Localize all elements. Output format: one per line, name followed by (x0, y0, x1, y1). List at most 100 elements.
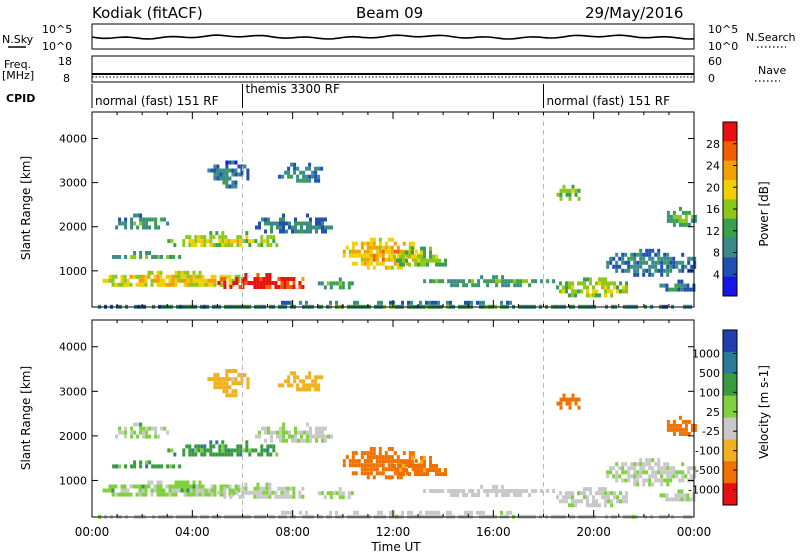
power-cell (381, 245, 385, 250)
velocity-cell (565, 495, 568, 500)
velocity-cell (282, 434, 285, 439)
power-cell (329, 281, 333, 286)
velocity-cell (669, 466, 673, 471)
velocity-cell (279, 430, 282, 435)
power-cell (225, 176, 229, 181)
power-colorbar-tick: 12 (706, 225, 720, 238)
velocity-cell (568, 401, 572, 406)
power-cell (231, 160, 235, 165)
power-cell (574, 293, 577, 298)
velocity-cell (627, 470, 631, 475)
power-cell (595, 281, 598, 286)
velocity-cell (648, 466, 652, 471)
velocity-cell (234, 484, 238, 489)
cpid-mode-label: themis 3300 RF (246, 82, 340, 96)
power-cell (495, 279, 499, 284)
power-cell (580, 281, 583, 286)
power-cell (438, 262, 441, 267)
power-cell (396, 265, 400, 270)
velocity-cell (684, 427, 688, 432)
power-cell (613, 285, 616, 290)
power-cell (444, 262, 447, 267)
power-cell (483, 279, 487, 284)
velocity-cell (306, 430, 309, 435)
power-cell (191, 243, 195, 248)
velocity-cell (234, 393, 238, 398)
power-cell (645, 260, 649, 265)
velocity-cell (429, 464, 432, 468)
power-cell (118, 221, 122, 226)
power-cell (429, 246, 432, 251)
power-cell (435, 279, 439, 284)
velocity-cell (269, 444, 273, 449)
velocity-cell (144, 488, 148, 493)
power-cell (317, 166, 321, 171)
power-cell (282, 221, 285, 226)
power-cell (681, 210, 685, 215)
velocity-cell (571, 499, 574, 504)
velocity-cell (329, 495, 333, 500)
power-cell (234, 180, 238, 185)
velocity-cell (360, 455, 364, 460)
velocity-cell (198, 488, 202, 493)
velocity-cell (183, 484, 187, 489)
power-cell (262, 285, 266, 289)
power-cell (244, 281, 248, 285)
power-cell (314, 174, 318, 179)
velocity-cell (363, 471, 367, 476)
velocity-cell (321, 426, 324, 431)
power-cell (686, 287, 690, 292)
velocity-cell (657, 458, 661, 463)
velocity-cell (577, 499, 580, 504)
power-cell (666, 214, 670, 219)
power-cell (150, 270, 154, 275)
power-cell (272, 235, 276, 240)
power-colorbar-tick: 16 (706, 203, 720, 216)
power-cell (207, 168, 211, 173)
velocity-cell (393, 471, 397, 476)
power-cell (120, 274, 124, 279)
power-x-ticks (91, 112, 695, 307)
velocity-cell (690, 466, 694, 471)
power-cell (262, 281, 266, 285)
power-cell (666, 252, 670, 257)
velocity-cell (393, 467, 397, 472)
velocity-cell (423, 472, 426, 477)
power-cell (188, 235, 192, 240)
power-cell (669, 264, 673, 269)
velocity-cell (390, 459, 394, 464)
power-cell (444, 258, 447, 263)
velocity-cell (423, 455, 426, 460)
velocity-cell (259, 490, 263, 495)
power-cell (133, 221, 137, 226)
velocity-cell (627, 478, 631, 483)
power-cell (429, 254, 432, 259)
power-cell (678, 214, 682, 219)
power-cell (450, 283, 454, 288)
velocity-cell (150, 492, 154, 497)
velocity-cell (270, 434, 273, 439)
velocity-heatmap (98, 369, 697, 519)
velocity-cell (259, 486, 263, 491)
velocity-cell (586, 495, 589, 500)
velocity-cell (366, 463, 370, 468)
velocity-cell (347, 491, 351, 496)
velocity-cell (144, 492, 148, 497)
power-cell (681, 268, 685, 273)
velocity-cell (279, 434, 282, 439)
power-cell (245, 235, 249, 240)
power-cell (253, 277, 257, 281)
velocity-cell (571, 491, 574, 496)
power-cell (157, 225, 161, 230)
power-cell (111, 282, 115, 287)
power-cell (183, 282, 187, 287)
power-cell (369, 257, 373, 262)
power-cell (663, 256, 667, 261)
power-cell (592, 285, 595, 290)
power-cell (301, 277, 305, 281)
velocity-cell (283, 490, 287, 495)
velocity-cell (586, 487, 589, 492)
velocity-cell (565, 491, 568, 496)
velocity-cell (115, 434, 119, 439)
velocity-cell (133, 430, 137, 435)
